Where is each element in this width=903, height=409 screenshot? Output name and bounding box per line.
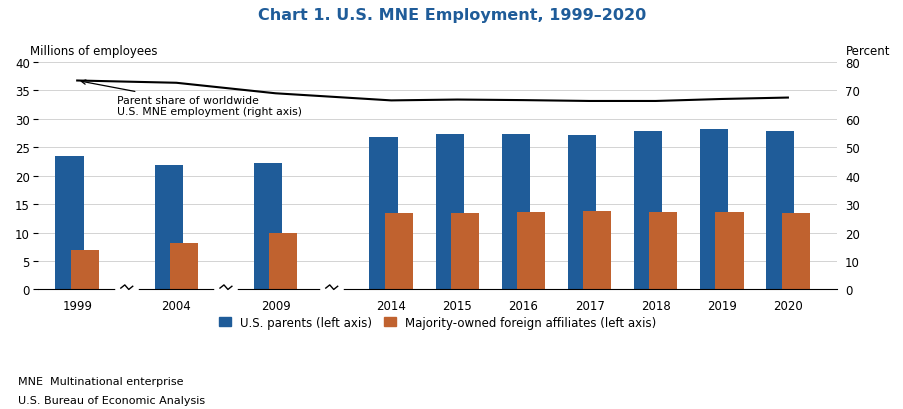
Text: Chart 1. U.S. MNE Employment, 1999–2020: Chart 1. U.S. MNE Employment, 1999–2020	[257, 8, 646, 23]
Bar	[369, 138, 397, 290]
Bar	[517, 212, 545, 290]
Bar	[70, 250, 98, 290]
Bar	[170, 243, 198, 290]
Bar	[699, 129, 727, 290]
Bar	[714, 213, 743, 290]
Bar	[55, 157, 83, 290]
Bar	[648, 212, 676, 290]
Bar	[567, 135, 595, 290]
Bar	[501, 135, 529, 290]
Bar	[154, 166, 182, 290]
Bar	[633, 132, 661, 290]
Legend: U.S. parents (left axis), Majority-owned foreign affiliates (left axis): U.S. parents (left axis), Majority-owned…	[214, 311, 660, 334]
Bar	[385, 214, 413, 290]
Bar	[435, 135, 463, 290]
Bar	[451, 213, 479, 290]
Text: Parent share of worldwide
U.S. MNE employment (right axis): Parent share of worldwide U.S. MNE emplo…	[81, 81, 302, 117]
Bar	[269, 234, 297, 290]
Text: U.S. Bureau of Economic Analysis: U.S. Bureau of Economic Analysis	[18, 395, 205, 405]
Text: Percent: Percent	[844, 45, 889, 58]
Text: MNE  Multinational enterprise: MNE Multinational enterprise	[18, 377, 183, 387]
Text: Millions of employees: Millions of employees	[30, 45, 157, 58]
Bar	[582, 211, 610, 290]
Bar	[765, 132, 794, 290]
Bar	[781, 214, 809, 290]
Bar	[254, 163, 282, 290]
